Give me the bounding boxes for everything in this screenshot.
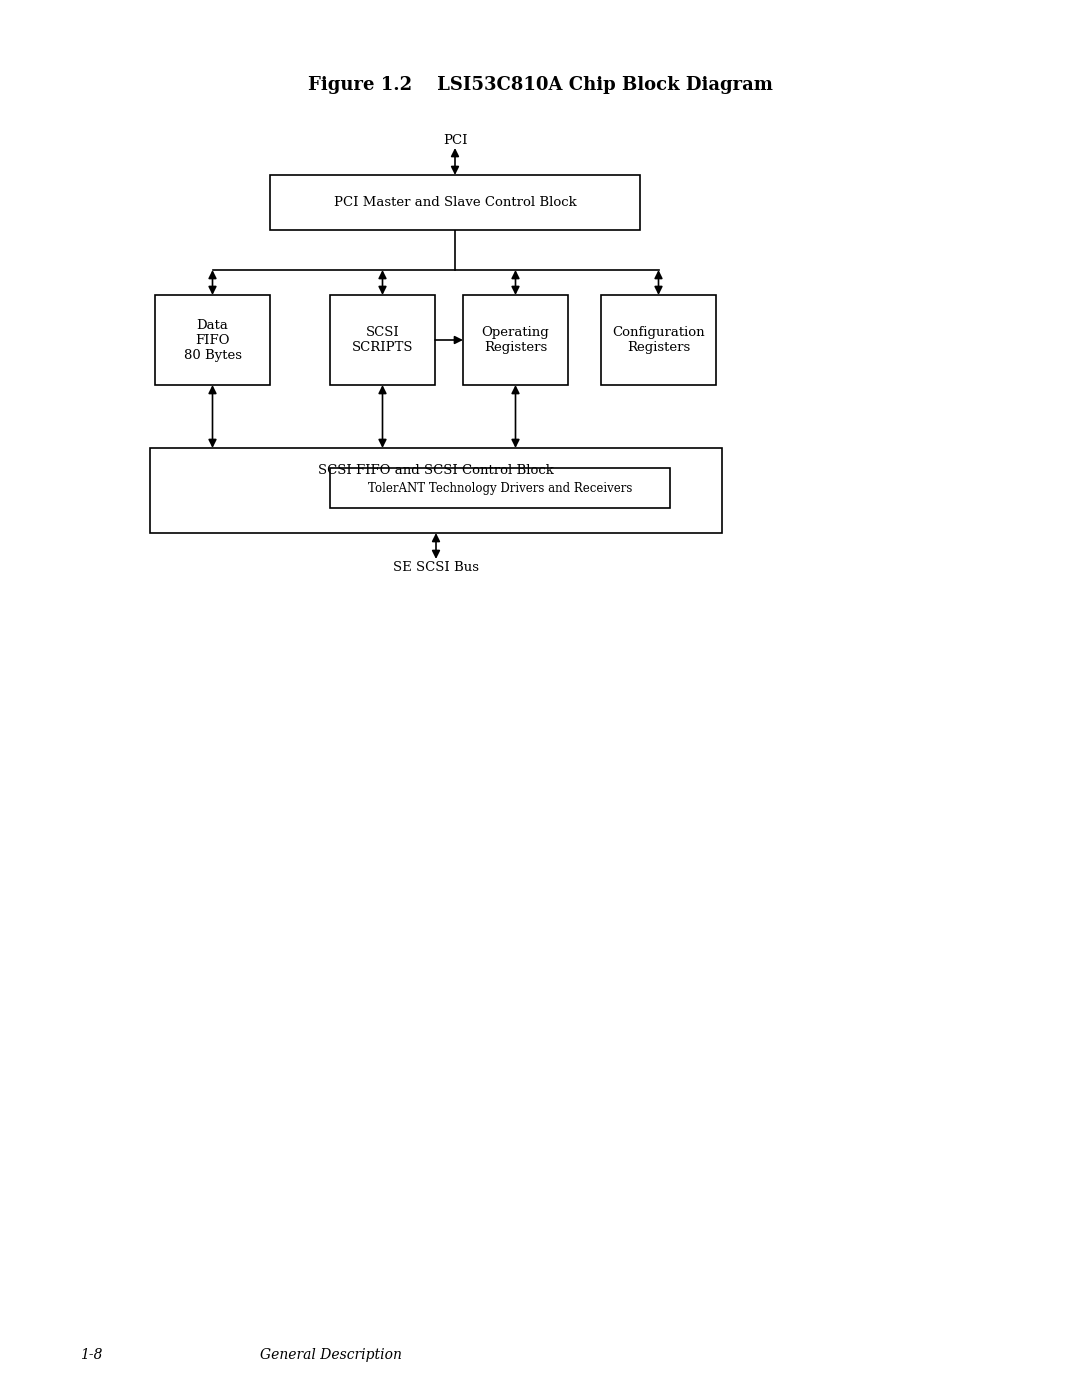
Bar — [150, 448, 723, 533]
Text: PCI: PCI — [443, 133, 468, 147]
Text: Figure 1.2    LSI53C810A Chip Block Diagram: Figure 1.2 LSI53C810A Chip Block Diagram — [308, 76, 772, 94]
Text: SCSI FIFO and SCSI Control Block: SCSI FIFO and SCSI Control Block — [319, 464, 554, 476]
Bar — [600, 296, 716, 384]
Bar — [463, 296, 568, 384]
Text: Operating
Registers: Operating Registers — [482, 326, 550, 354]
Text: TolerANT Technology Drivers and Receivers: TolerANT Technology Drivers and Receiver… — [368, 482, 632, 494]
Text: SCSI
SCRIPTS: SCSI SCRIPTS — [352, 326, 414, 354]
Bar — [156, 296, 270, 384]
Text: 1-8: 1-8 — [80, 1348, 103, 1362]
Text: SE SCSI Bus: SE SCSI Bus — [393, 561, 480, 573]
Text: Data
FIFO
80 Bytes: Data FIFO 80 Bytes — [184, 318, 242, 361]
Text: General Description: General Description — [260, 1348, 402, 1362]
Bar — [270, 175, 640, 230]
Text: PCI Master and Slave Control Block: PCI Master and Slave Control Block — [334, 196, 577, 210]
Bar — [330, 296, 435, 384]
Text: Configuration
Registers: Configuration Registers — [612, 326, 705, 354]
Bar — [330, 468, 670, 508]
